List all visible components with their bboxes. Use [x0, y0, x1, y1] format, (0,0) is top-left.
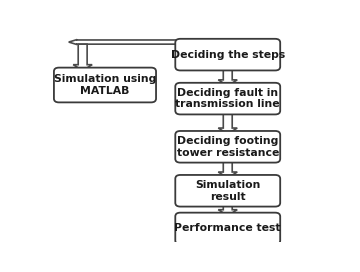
Text: Simulation
result: Simulation result [195, 180, 260, 202]
FancyBboxPatch shape [175, 83, 280, 115]
Text: Deciding fault in
transmission line: Deciding fault in transmission line [175, 88, 280, 109]
Polygon shape [218, 160, 237, 178]
FancyBboxPatch shape [175, 131, 280, 163]
Text: Deciding the steps: Deciding the steps [171, 50, 285, 60]
Text: Simulation using
MATLAB: Simulation using MATLAB [54, 74, 156, 96]
FancyBboxPatch shape [175, 175, 280, 206]
Polygon shape [218, 204, 237, 216]
Text: Performance test: Performance test [175, 224, 281, 233]
FancyBboxPatch shape [54, 68, 156, 102]
FancyBboxPatch shape [175, 213, 280, 244]
Polygon shape [218, 67, 237, 86]
Polygon shape [73, 44, 92, 70]
Polygon shape [218, 112, 237, 134]
Text: Deciding footing
tower resistance: Deciding footing tower resistance [176, 136, 279, 157]
FancyBboxPatch shape [175, 39, 280, 70]
Polygon shape [69, 39, 180, 45]
